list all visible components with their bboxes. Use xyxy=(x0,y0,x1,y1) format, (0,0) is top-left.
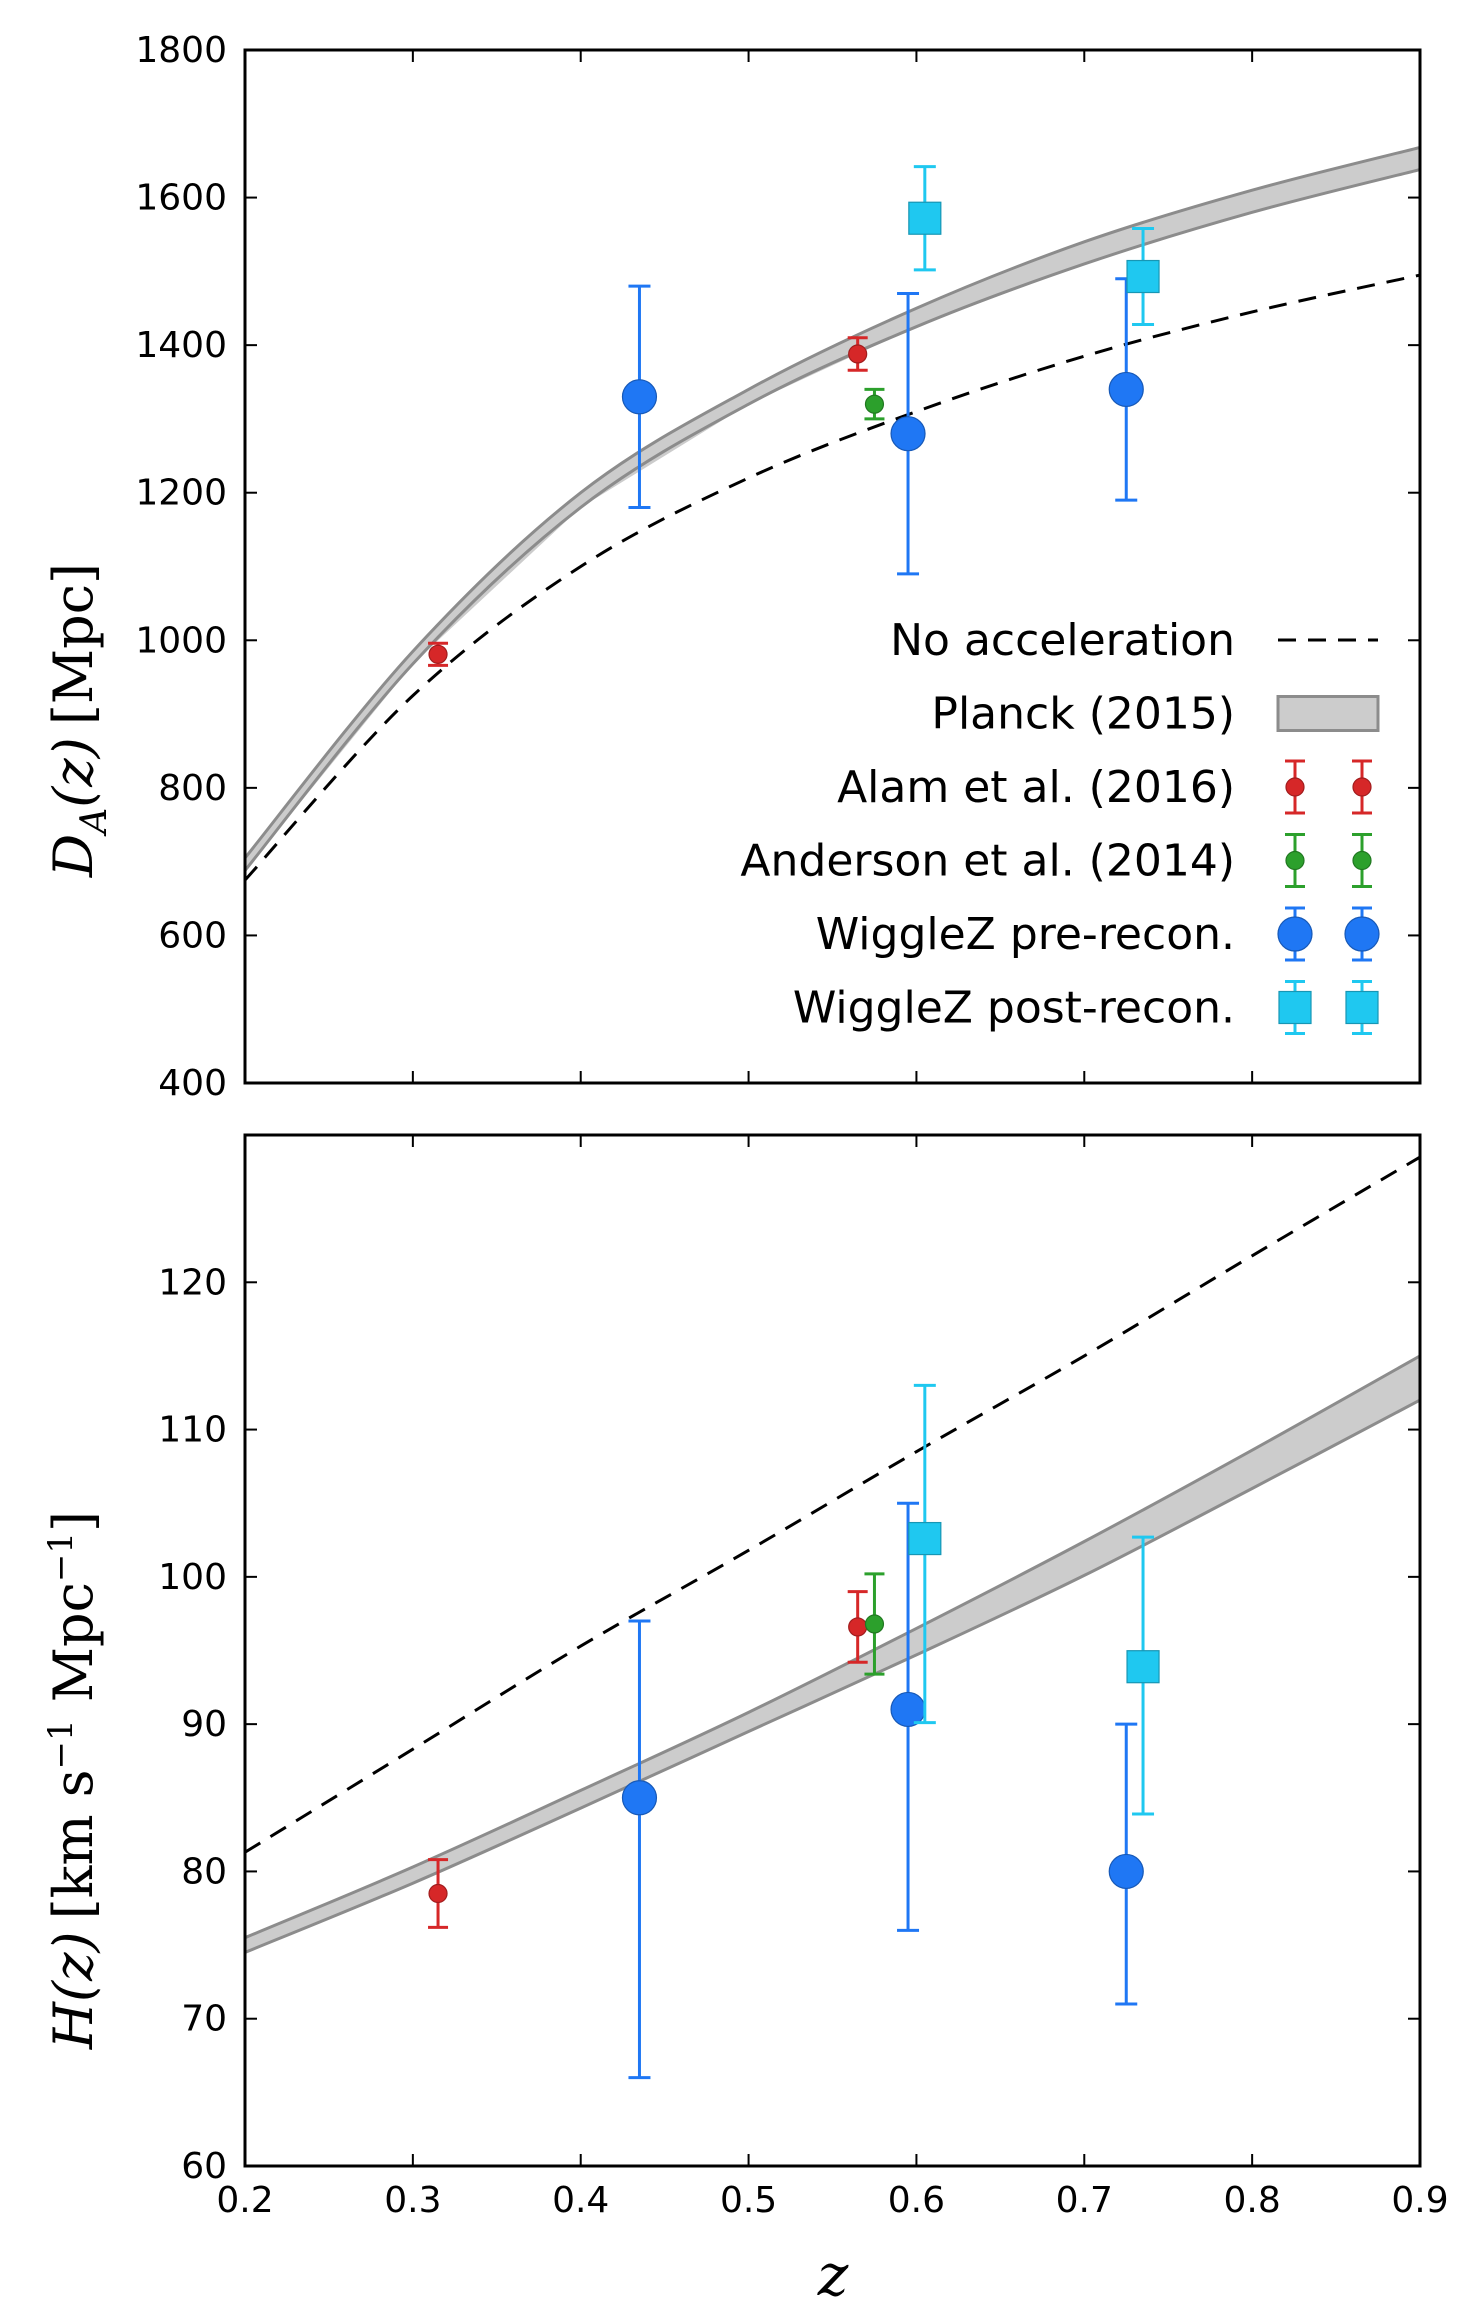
bottom-ylabel: H(z)[km s−1 Mpc−1] xyxy=(41,1511,105,2050)
top-series-wigglez-post-recon- xyxy=(908,165,1160,326)
legend-marker-2-1 xyxy=(1352,777,1372,797)
bottom-ytick-label-5: 110 xyxy=(158,1410,227,1451)
top-marker-1-0 xyxy=(864,394,885,414)
bottom-ytick-label-3: 90 xyxy=(181,1704,227,1745)
bottom-marker-0-1 xyxy=(848,1617,868,1637)
bottom-planck-lower-line xyxy=(245,1398,1420,1954)
top-plot-area xyxy=(245,145,1420,882)
legend-marker-3-1 xyxy=(1352,850,1372,871)
legend-label-2: Alam et al. (2016) xyxy=(837,762,1235,813)
bottom-xtick-label-6: 0.8 xyxy=(1224,2180,1281,2221)
bottom-xtick-label-0: 0.2 xyxy=(216,2180,273,2221)
bottom-series-wigglez-pre-recon- xyxy=(621,1501,1144,2080)
legend-label-3: Anderson et al. (2014) xyxy=(740,836,1235,887)
bottom-frame xyxy=(243,1133,1422,2168)
top-ytick-label-4: 1200 xyxy=(135,473,227,514)
legend-item-4: WiggleZ pre-recon. xyxy=(816,906,1380,962)
top-planck-upper-line xyxy=(245,145,1420,859)
bottom-ytick-label-4: 100 xyxy=(158,1557,227,1598)
top-ytick-label-7: 1800 xyxy=(135,30,227,71)
legend-label-5: WiggleZ post-recon. xyxy=(793,983,1235,1034)
bottom-planck-upper-line xyxy=(245,1354,1420,1940)
bottom-panel: 0.2 0.3 0.4 0.5 0.6 0.7 0.8 0.9 60 70 80 90 100 110 12… xyxy=(158,1133,1449,2221)
top-ylabel-unit: [Mpc] xyxy=(42,563,105,725)
top-marker-2-2 xyxy=(1108,371,1144,408)
bottom-series-alam-et-al-2016- xyxy=(428,1590,868,1929)
legend-item-0: No acceleration xyxy=(890,615,1378,666)
legend-marker-5-1 xyxy=(1345,990,1379,1025)
top-planck-band xyxy=(245,147,1420,871)
bottom-xtick-label-2: 0.4 xyxy=(552,2180,609,2221)
bottom-ylabel-sup2: −1 xyxy=(41,1532,81,1582)
bottom-ylabel-mid: Mpc xyxy=(42,1582,105,1719)
bottom-ytick-label-0: 60 xyxy=(181,2146,227,2187)
bottom-plot-area xyxy=(245,1155,1420,2080)
bottom-ylabel-sup1: −1 xyxy=(41,1719,81,1769)
top-ytick-label-5: 1400 xyxy=(135,325,227,366)
bottom-ylabel-arg: (z) xyxy=(42,1931,105,2002)
legend: No acceleration Planck (2015) Alam et al. … xyxy=(740,615,1380,1035)
legend-marker-5-0 xyxy=(1278,990,1312,1025)
top-ylabel-symbol: D xyxy=(42,834,105,878)
top-ytick-label-6: 1600 xyxy=(135,178,227,219)
top-planck-lower-line xyxy=(245,168,1420,872)
top-series-alam-et-al-2016- xyxy=(428,336,868,667)
top-no-acceleration-line xyxy=(245,273,1420,882)
top-series-anderson-et-al-2014- xyxy=(864,387,885,421)
top-marker-3-1 xyxy=(1126,259,1160,294)
top-marker-3-0 xyxy=(908,201,942,235)
top-ylabel: DA(z) [Mpc] xyxy=(42,563,115,878)
bottom-marker-1-0 xyxy=(864,1614,885,1634)
legend-marker-4-0 xyxy=(1277,916,1313,952)
bottom-xtick-label-5: 0.7 xyxy=(1056,2180,1113,2221)
legend-item-2: Alam et al. (2016) xyxy=(837,759,1372,815)
bottom-ylabel-unit: [km s xyxy=(42,1770,105,1920)
bottom-ylabel-end: ] xyxy=(42,1511,105,1532)
bottom-xtick-label-1: 0.3 xyxy=(384,2180,441,2221)
bottom-no-acceleration-line xyxy=(245,1155,1420,1854)
legend-item-1: Planck (2015) xyxy=(931,689,1380,740)
bottom-marker-3-0 xyxy=(908,1521,942,1556)
legend-label-4: WiggleZ pre-recon. xyxy=(816,909,1235,960)
bottom-errorbar-2-0 xyxy=(628,1619,651,2080)
top-ytick-label-3: 1000 xyxy=(135,620,227,661)
bottom-marker-2-2 xyxy=(1108,1853,1144,1890)
top-ytick-label-1: 600 xyxy=(158,915,227,956)
legend-swatch-band xyxy=(1276,695,1380,732)
top-marker-2-0 xyxy=(621,379,658,415)
legend-marker-2-0 xyxy=(1285,777,1305,797)
bottom-ytick-label-1: 70 xyxy=(181,1999,227,2040)
bottom-planck-band xyxy=(245,1355,1420,1953)
top-panel: 400 600 800 1000 1200 1400 1600 1800 No accelera… xyxy=(135,30,1422,1104)
bottom-xtick-label-7: 0.9 xyxy=(1391,2180,1448,2221)
legend-item-3: Anderson et al. (2014) xyxy=(740,833,1372,888)
legend-marker-3-0 xyxy=(1285,850,1305,871)
bottom-series-anderson-et-al-2014- xyxy=(864,1572,885,1676)
bottom-marker-2-0 xyxy=(621,1780,658,1816)
top-frame xyxy=(243,48,1422,1085)
top-marker-2-1 xyxy=(890,416,926,452)
bottom-xtick-label-4: 0.6 xyxy=(888,2180,945,2221)
top-ylabel-arg: (z) xyxy=(42,737,105,808)
legend-label-1: Planck (2015) xyxy=(931,689,1235,740)
top-series-wigglez-pre-recon- xyxy=(621,277,1144,576)
bottom-xtick-label-3: 0.5 xyxy=(720,2180,777,2221)
legend-marker-4-1 xyxy=(1344,916,1380,952)
top-marker-0-1 xyxy=(848,344,868,364)
bottom-ytick-label-6: 120 xyxy=(158,1262,227,1303)
top-ytick-label-2: 800 xyxy=(158,768,227,809)
top-ytick-label-0: 400 xyxy=(158,1063,227,1104)
legend-label-0: No acceleration xyxy=(890,615,1235,666)
top-ylabel-subscript: A xyxy=(74,808,115,837)
bottom-series-wigglez-post-recon- xyxy=(908,1383,1160,1816)
bottom-marker-3-1 xyxy=(1126,1650,1160,1684)
bottom-ylabel-symbol: H xyxy=(42,2001,105,2050)
legend-item-5: WiggleZ post-recon. xyxy=(793,980,1379,1035)
bottom-marker-0-0 xyxy=(428,1883,448,1904)
bottom-ytick-label-2: 80 xyxy=(181,1851,227,1892)
top-marker-0-0 xyxy=(428,644,448,664)
bottom-xlabel: z xyxy=(817,2241,849,2309)
